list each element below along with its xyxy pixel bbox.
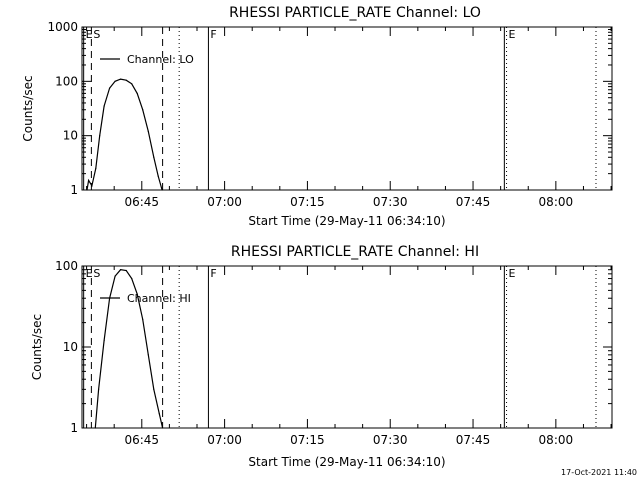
- y-tick-label: 1: [70, 183, 78, 197]
- data-point: [125, 269, 127, 272]
- data-point: [158, 413, 160, 415]
- data-point: [94, 427, 96, 429]
- data-point: [109, 87, 111, 89]
- legend-label: Channel: HI: [127, 292, 191, 305]
- data-point: [142, 109, 144, 111]
- y-tick-label: 100: [55, 74, 78, 88]
- x-axis-label: Start Time (29-May-11 06:34:10): [248, 455, 445, 469]
- x-tick-label: 07:45: [456, 195, 491, 209]
- data-point: [136, 92, 138, 94]
- data-point: [103, 340, 105, 342]
- data-point: [125, 79, 127, 81]
- data-point: [147, 354, 149, 356]
- data-point: [95, 167, 97, 169]
- event-marker-label: S: [93, 28, 100, 41]
- event-marker-label: E: [86, 267, 93, 280]
- x-tick-label: 07:00: [207, 433, 242, 447]
- data-point: [91, 185, 93, 187]
- y-tick-label: 10: [63, 340, 78, 354]
- data-point: [98, 388, 100, 390]
- data-point: [136, 293, 138, 295]
- x-tick-label: 07:15: [290, 433, 325, 447]
- data-point: [153, 156, 155, 158]
- data-point: [120, 78, 122, 80]
- plot-frame: [81, 26, 613, 191]
- chart-title: RHESSI PARTICLE_RATE Channel: LO: [229, 5, 481, 21]
- x-tick-label: 07:30: [373, 433, 408, 447]
- y-tick-label: 1000: [47, 20, 78, 34]
- legend-label: Channel: LO: [127, 53, 194, 66]
- event-marker-label: S: [93, 267, 100, 280]
- data-point: [103, 105, 105, 107]
- series-line: [86, 78, 163, 191]
- x-axis-label: Start Time (29-May-11 06:34:10): [248, 214, 445, 228]
- data-point: [99, 135, 101, 137]
- data-point: [114, 275, 116, 277]
- y-axis-label: Counts/sec: [21, 75, 35, 141]
- lo-channel-panel: RHESSI PARTICLE_RATE Channel: LO 1 10 100 10…: [21, 5, 613, 228]
- data-point: [157, 175, 159, 177]
- x-tick-label: 08:00: [539, 195, 574, 209]
- data-point: [161, 189, 163, 191]
- data-point: [142, 318, 144, 320]
- data-point: [86, 189, 88, 191]
- data-point: [162, 427, 164, 429]
- footer-timestamp: 17-Oct-2021 11:40: [561, 468, 637, 477]
- series-line: [94, 269, 164, 429]
- data-point: [88, 179, 90, 181]
- x-tick-label: 07:45: [456, 433, 491, 447]
- data-point: [120, 269, 122, 271]
- y-tick-label: 1: [70, 421, 78, 435]
- event-marker-label: E: [86, 28, 93, 41]
- event-marker-label: F: [210, 28, 216, 41]
- data-point: [131, 277, 133, 280]
- x-tick-label: 08:00: [539, 433, 574, 447]
- event-marker-label: E: [509, 267, 516, 280]
- x-tick-label: 06:45: [124, 433, 159, 447]
- hi-channel-panel: RHESSI PARTICLE_RATE Channel: HI 1 10 100 06…: [30, 244, 613, 469]
- y-tick-label: 10: [63, 129, 78, 143]
- y-tick-label: 100: [55, 259, 78, 273]
- x-tick-label: 07:30: [373, 195, 408, 209]
- x-tick-label: 07:00: [207, 195, 242, 209]
- data-point: [147, 130, 149, 132]
- x-tick-label: 07:15: [290, 195, 325, 209]
- y-axis-label: Counts/sec: [30, 314, 44, 380]
- data-point: [153, 388, 155, 390]
- data-point: [114, 80, 116, 82]
- x-tick-label: 06:45: [124, 195, 159, 209]
- chart-title: RHESSI PARTICLE_RATE Channel: HI: [231, 244, 479, 260]
- event-marker-label: F: [210, 267, 216, 280]
- event-marker-label: E: [509, 28, 516, 41]
- data-point: [131, 83, 133, 85]
- plot-frame: [81, 265, 613, 429]
